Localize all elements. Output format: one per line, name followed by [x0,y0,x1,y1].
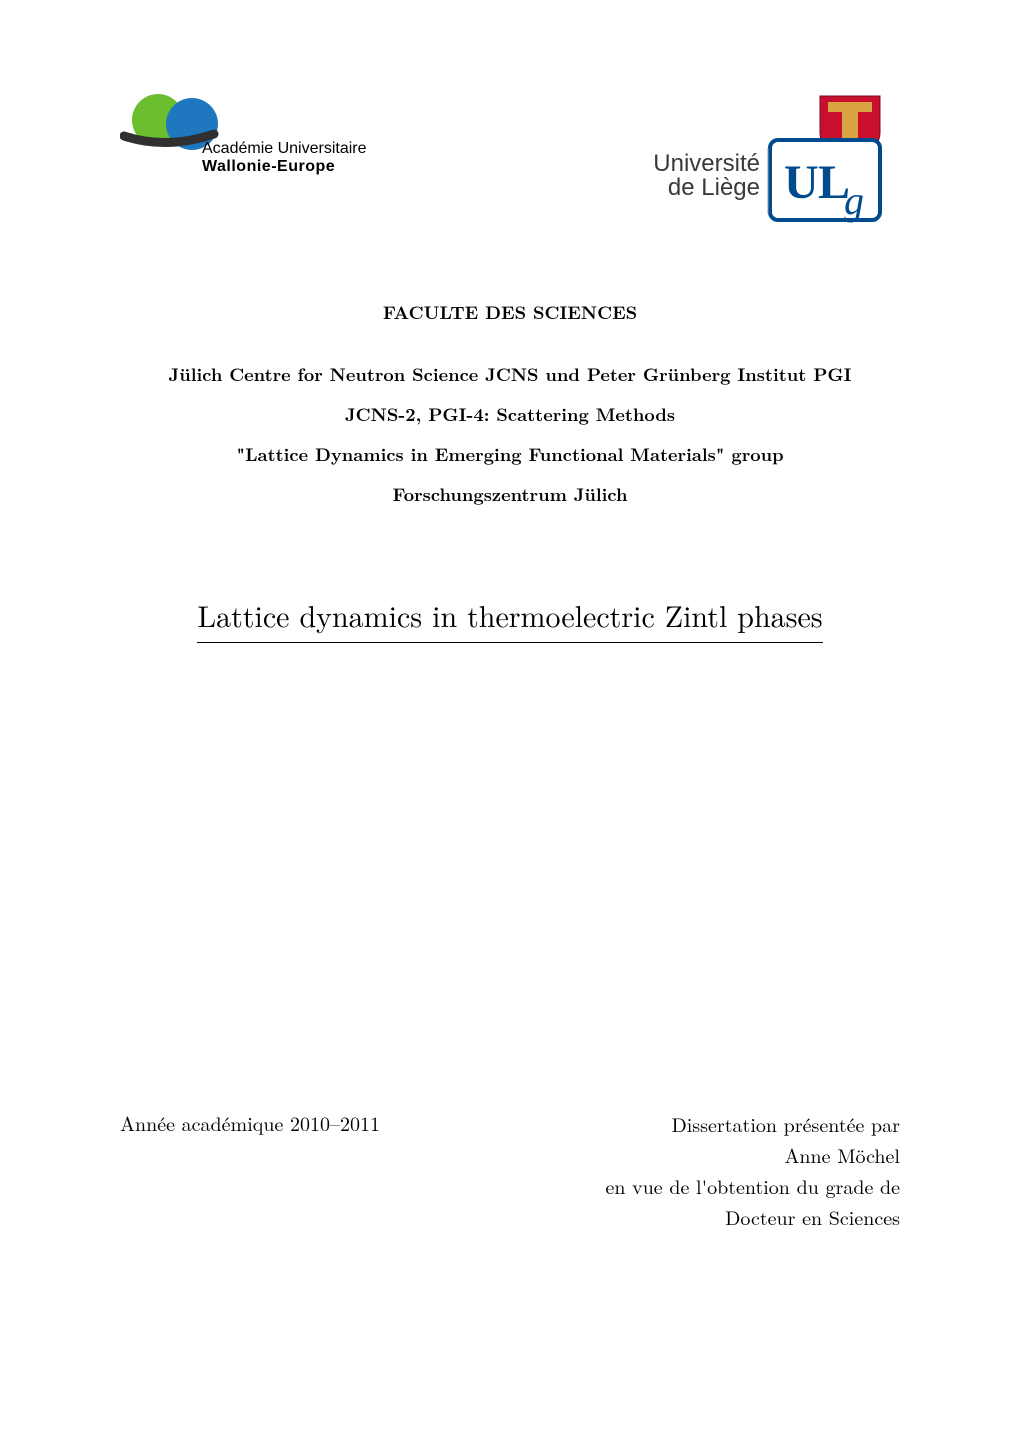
logo-row: Académie Universitaire Wallonie-Europe U… [120,90,900,230]
ulg-logo-text: Université de Liège [630,152,760,200]
bottom-block: Année académique 2010–2011 Dissertation … [120,1108,900,1232]
ulg-logo-line2: de Liège [630,176,760,200]
byline-degree: Docteur en Sciences [605,1201,900,1232]
title-wrap: Lattice dynamics in thermoelectric Zintl… [130,593,890,643]
affiliation-line-2: JCNS-2, PGI-4: Scattering Methods [120,397,900,433]
academie-wallonie-europe-logo: Académie Universitaire Wallonie-Europe [120,90,380,200]
affiliation-block: Jülich Centre for Neutron Science JCNS u… [120,357,900,513]
faculty-line: FACULTE DES SCIENCES [120,300,900,325]
academie-logo-line2: Wallonie-Europe [202,158,367,176]
academie-logo-line1: Académie Universitaire [202,140,367,158]
universite-de-liege-logo: U L g Université de Liège [620,90,900,230]
academic-year: Année académique 2010–2011 [120,1108,380,1137]
byline-author: Anne Möchel [605,1139,900,1170]
academie-logo-text: Académie Universitaire Wallonie-Europe [202,140,367,176]
title-page: Académie Universitaire Wallonie-Europe U… [0,0,1020,1442]
dissertation-byline: Dissertation présentée par Anne Möchel e… [605,1108,900,1232]
affiliation-line-3: "Lattice Dynamics in Emerging Functional… [120,437,900,473]
byline-line-1: Dissertation présentée par [605,1108,900,1139]
affiliation-line-4: Forschungszentrum Jülich [120,477,900,513]
byline-line-3: en vue de l'obtention du grade de [605,1170,900,1201]
svg-text:g: g [844,178,864,223]
dissertation-title: Lattice dynamics in thermoelectric Zintl… [197,593,822,643]
svg-text:U: U [784,156,819,209]
affiliation-line-1: Jülich Centre for Neutron Science JCNS u… [120,357,900,393]
ulg-logo-line1: Université [630,152,760,176]
